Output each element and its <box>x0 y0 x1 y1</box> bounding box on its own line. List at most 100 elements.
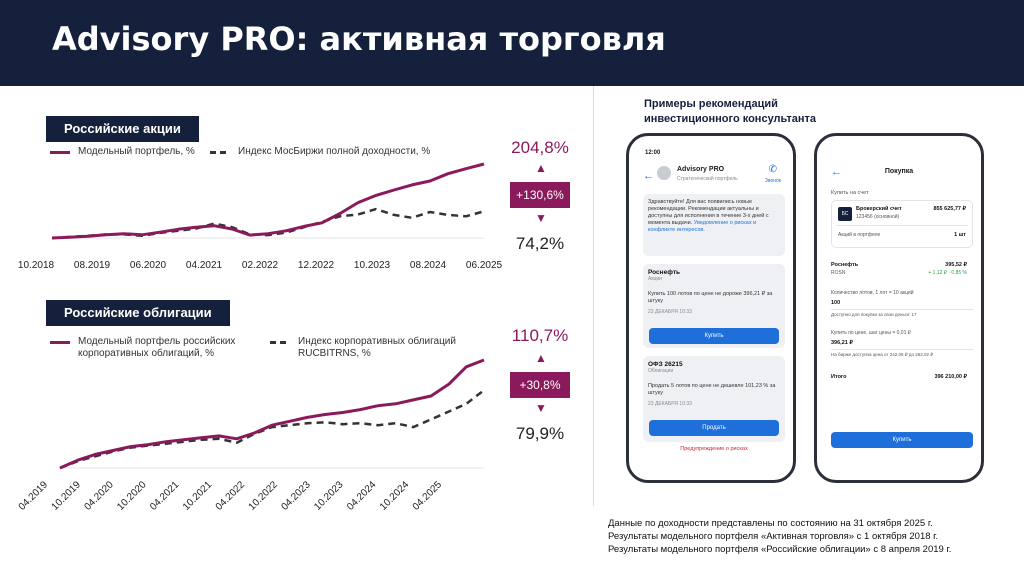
bonds-diff-badge: +30,8% <box>510 372 570 398</box>
bonds-badge: Российские облигации <box>46 300 230 326</box>
dashed-line-swatch <box>270 341 290 344</box>
x-tick-label: 04.2025 <box>411 479 445 513</box>
arrow-up-icon: ▲ <box>535 161 547 175</box>
page-title-main: Advisory PRO <box>52 20 296 58</box>
recommendations-title-line1: Примеры рекомендаций <box>644 98 778 110</box>
call-label[interactable]: Звонок <box>764 178 781 184</box>
chat-message-text: Здравствуйте! Для вас появились новые ре… <box>648 199 769 226</box>
price-label: Купить по цене, шаг цены = 0,01 ₽ <box>831 330 911 336</box>
phone-purchase: ← Покупка Купить на счет БС Брокерский с… <box>814 133 984 483</box>
back-arrow-icon[interactable]: ← <box>831 166 842 178</box>
stock-ticker: ROSN <box>831 270 846 276</box>
x-tick-label: 10.2018 <box>18 260 55 271</box>
shares-label: Акций в портфеле <box>838 232 881 238</box>
back-arrow-icon[interactable]: ← <box>643 170 654 182</box>
solid-line-swatch <box>50 341 70 344</box>
header-bar: Advisory PRO: активная торговля <box>0 0 1024 86</box>
x-tick-label: 10.2024 <box>378 479 412 513</box>
stock-change: + 1,12 ₽ · 0,85 % <box>928 270 967 276</box>
portfolio-series-line <box>59 358 485 470</box>
total-value: 396 210,00 ₽ <box>934 374 967 380</box>
quantity-input[interactable]: 100 <box>831 300 841 306</box>
x-tick-label: 10.2019 <box>50 479 84 513</box>
stocks-diff-badge: +130,6% <box>510 182 570 208</box>
x-tick-label: 10.2020 <box>115 479 149 513</box>
bonds-legend-portfolio-label: Модельный портфель российских корпоратив… <box>78 336 236 359</box>
account-number: 123456 (основной) <box>856 214 900 220</box>
x-tick-label: 02.2022 <box>242 260 279 271</box>
account-value: 855 625,77 ₽ <box>933 206 966 212</box>
portfolio-series-line <box>51 162 485 240</box>
arrow-down-icon: ▼ <box>535 211 547 225</box>
x-tick-label: 04.2024 <box>345 479 379 513</box>
card-date: 23 ДЕКАБРЯ 10:33 <box>648 401 692 407</box>
stocks-portfolio-return: 204,8% <box>511 138 569 157</box>
stocks-legend-index-label: Индекс МосБиржи полной доходности, % <box>238 146 431 157</box>
footnote-line: Результаты модельного портфеля «Активная… <box>608 531 939 542</box>
card-type: Акции <box>648 276 662 282</box>
x-tick-label: 06.2020 <box>130 260 167 271</box>
buy-button[interactable]: Купить <box>831 432 973 448</box>
page-title: Advisory PRO: активная торговля <box>52 20 666 58</box>
footnote-line: Результаты модельного портфеля «Российск… <box>608 544 952 555</box>
shares-value: 1 шт <box>954 232 966 238</box>
bonds-index-return: 79,9% <box>515 424 565 443</box>
divider <box>831 349 973 350</box>
arrow-down-icon: ▼ <box>535 401 547 415</box>
stock-name: Роснефть <box>831 262 859 268</box>
bonds-legend-index: Индекс корпоративных облигаций RUCBITRNS… <box>270 336 510 360</box>
arrow-up-icon: ▲ <box>535 351 547 365</box>
card-text: Купить 100 лотов по цене не дороже 396,2… <box>648 291 773 304</box>
phone-chat: 12:00 ← Advisory PRO Стратегический порт… <box>626 133 796 483</box>
x-tick-label: 04.2020 <box>82 479 116 513</box>
x-tick-label: 08.2024 <box>410 260 447 271</box>
stocks-legend-portfolio: Модельный портфель, % <box>50 146 195 158</box>
divider <box>831 309 973 310</box>
bonds-legend-portfolio: Модельный портфель российских корпоратив… <box>50 336 250 360</box>
card-name: Роснефть <box>648 269 680 276</box>
x-tick-label: 04.2021 <box>148 479 182 513</box>
account-badge: БС <box>838 207 852 221</box>
divider <box>836 225 968 226</box>
stocks-badge: Российские акции <box>46 116 199 142</box>
phone-icon[interactable]: ✆ <box>768 164 777 175</box>
card-name: ОФЗ 26215 <box>648 361 683 368</box>
stocks-legend-portfolio-label: Модельный портфель, % <box>78 146 195 157</box>
bonds-portfolio-return: 110,7% <box>511 326 569 345</box>
solid-line-swatch <box>50 151 70 154</box>
total-label: Итого <box>831 374 847 380</box>
stocks-index-return: 74,2% <box>515 234 565 253</box>
dashed-line-swatch <box>210 151 230 154</box>
page-title-sub: : активная торговля <box>295 20 666 58</box>
risk-notice-link[interactable]: Уведомление о рисках и конфликте интерес… <box>648 220 757 233</box>
quantity-label: Количество лотов, 1 лот = 10 акций <box>831 290 914 296</box>
chat-subtitle: Стратегический портфель <box>677 176 738 182</box>
avatar <box>657 166 671 180</box>
buy-button[interactable]: Купить <box>649 328 779 344</box>
x-tick-label: 04.2023 <box>279 479 313 513</box>
x-tick-label: 04.2021 <box>186 260 223 271</box>
bonds-legend-index-label: Индекс корпоративных облигаций RUCBITRNS… <box>298 336 456 359</box>
x-tick-label: 10.2021 <box>181 479 215 513</box>
card-text: Продать 5 лотов по цене не дешевле 101,2… <box>648 383 776 396</box>
sell-button[interactable]: Продать <box>649 420 779 436</box>
price-hint: На бирже доступна цена от 242,05 ₽ до 26… <box>831 352 934 357</box>
price-input[interactable]: 396,21 ₽ <box>831 340 853 346</box>
card-date: 23 ДЕКАБРЯ 10:33 <box>648 309 692 315</box>
chat-title: Advisory PRO <box>677 166 725 173</box>
index-series-line <box>59 389 485 470</box>
x-tick-label: 06.2025 <box>466 260 503 271</box>
x-tick-label: 10.2023 <box>312 479 346 513</box>
recommendations-title-line2: инвестиционного консультанта <box>644 113 816 125</box>
recommendations-title: Примеры рекомендаций инвестиционного кон… <box>644 97 816 127</box>
status-time: 12:00 <box>645 150 661 156</box>
account-label: Купить на счет <box>831 190 869 196</box>
footnote-line: Данные по доходности представлены по сос… <box>608 518 933 529</box>
x-tick-label: 10.2023 <box>354 260 391 271</box>
account-card[interactable]: БС Брокерский счет 123456 (основной) 855… <box>831 200 973 248</box>
stock-price: 395,52 ₽ <box>945 262 967 268</box>
risk-warning-link[interactable]: Предупреждение о рисках <box>680 446 748 452</box>
x-tick-label: 10.2022 <box>247 479 281 513</box>
x-tick-label: 04.2022 <box>214 479 248 513</box>
